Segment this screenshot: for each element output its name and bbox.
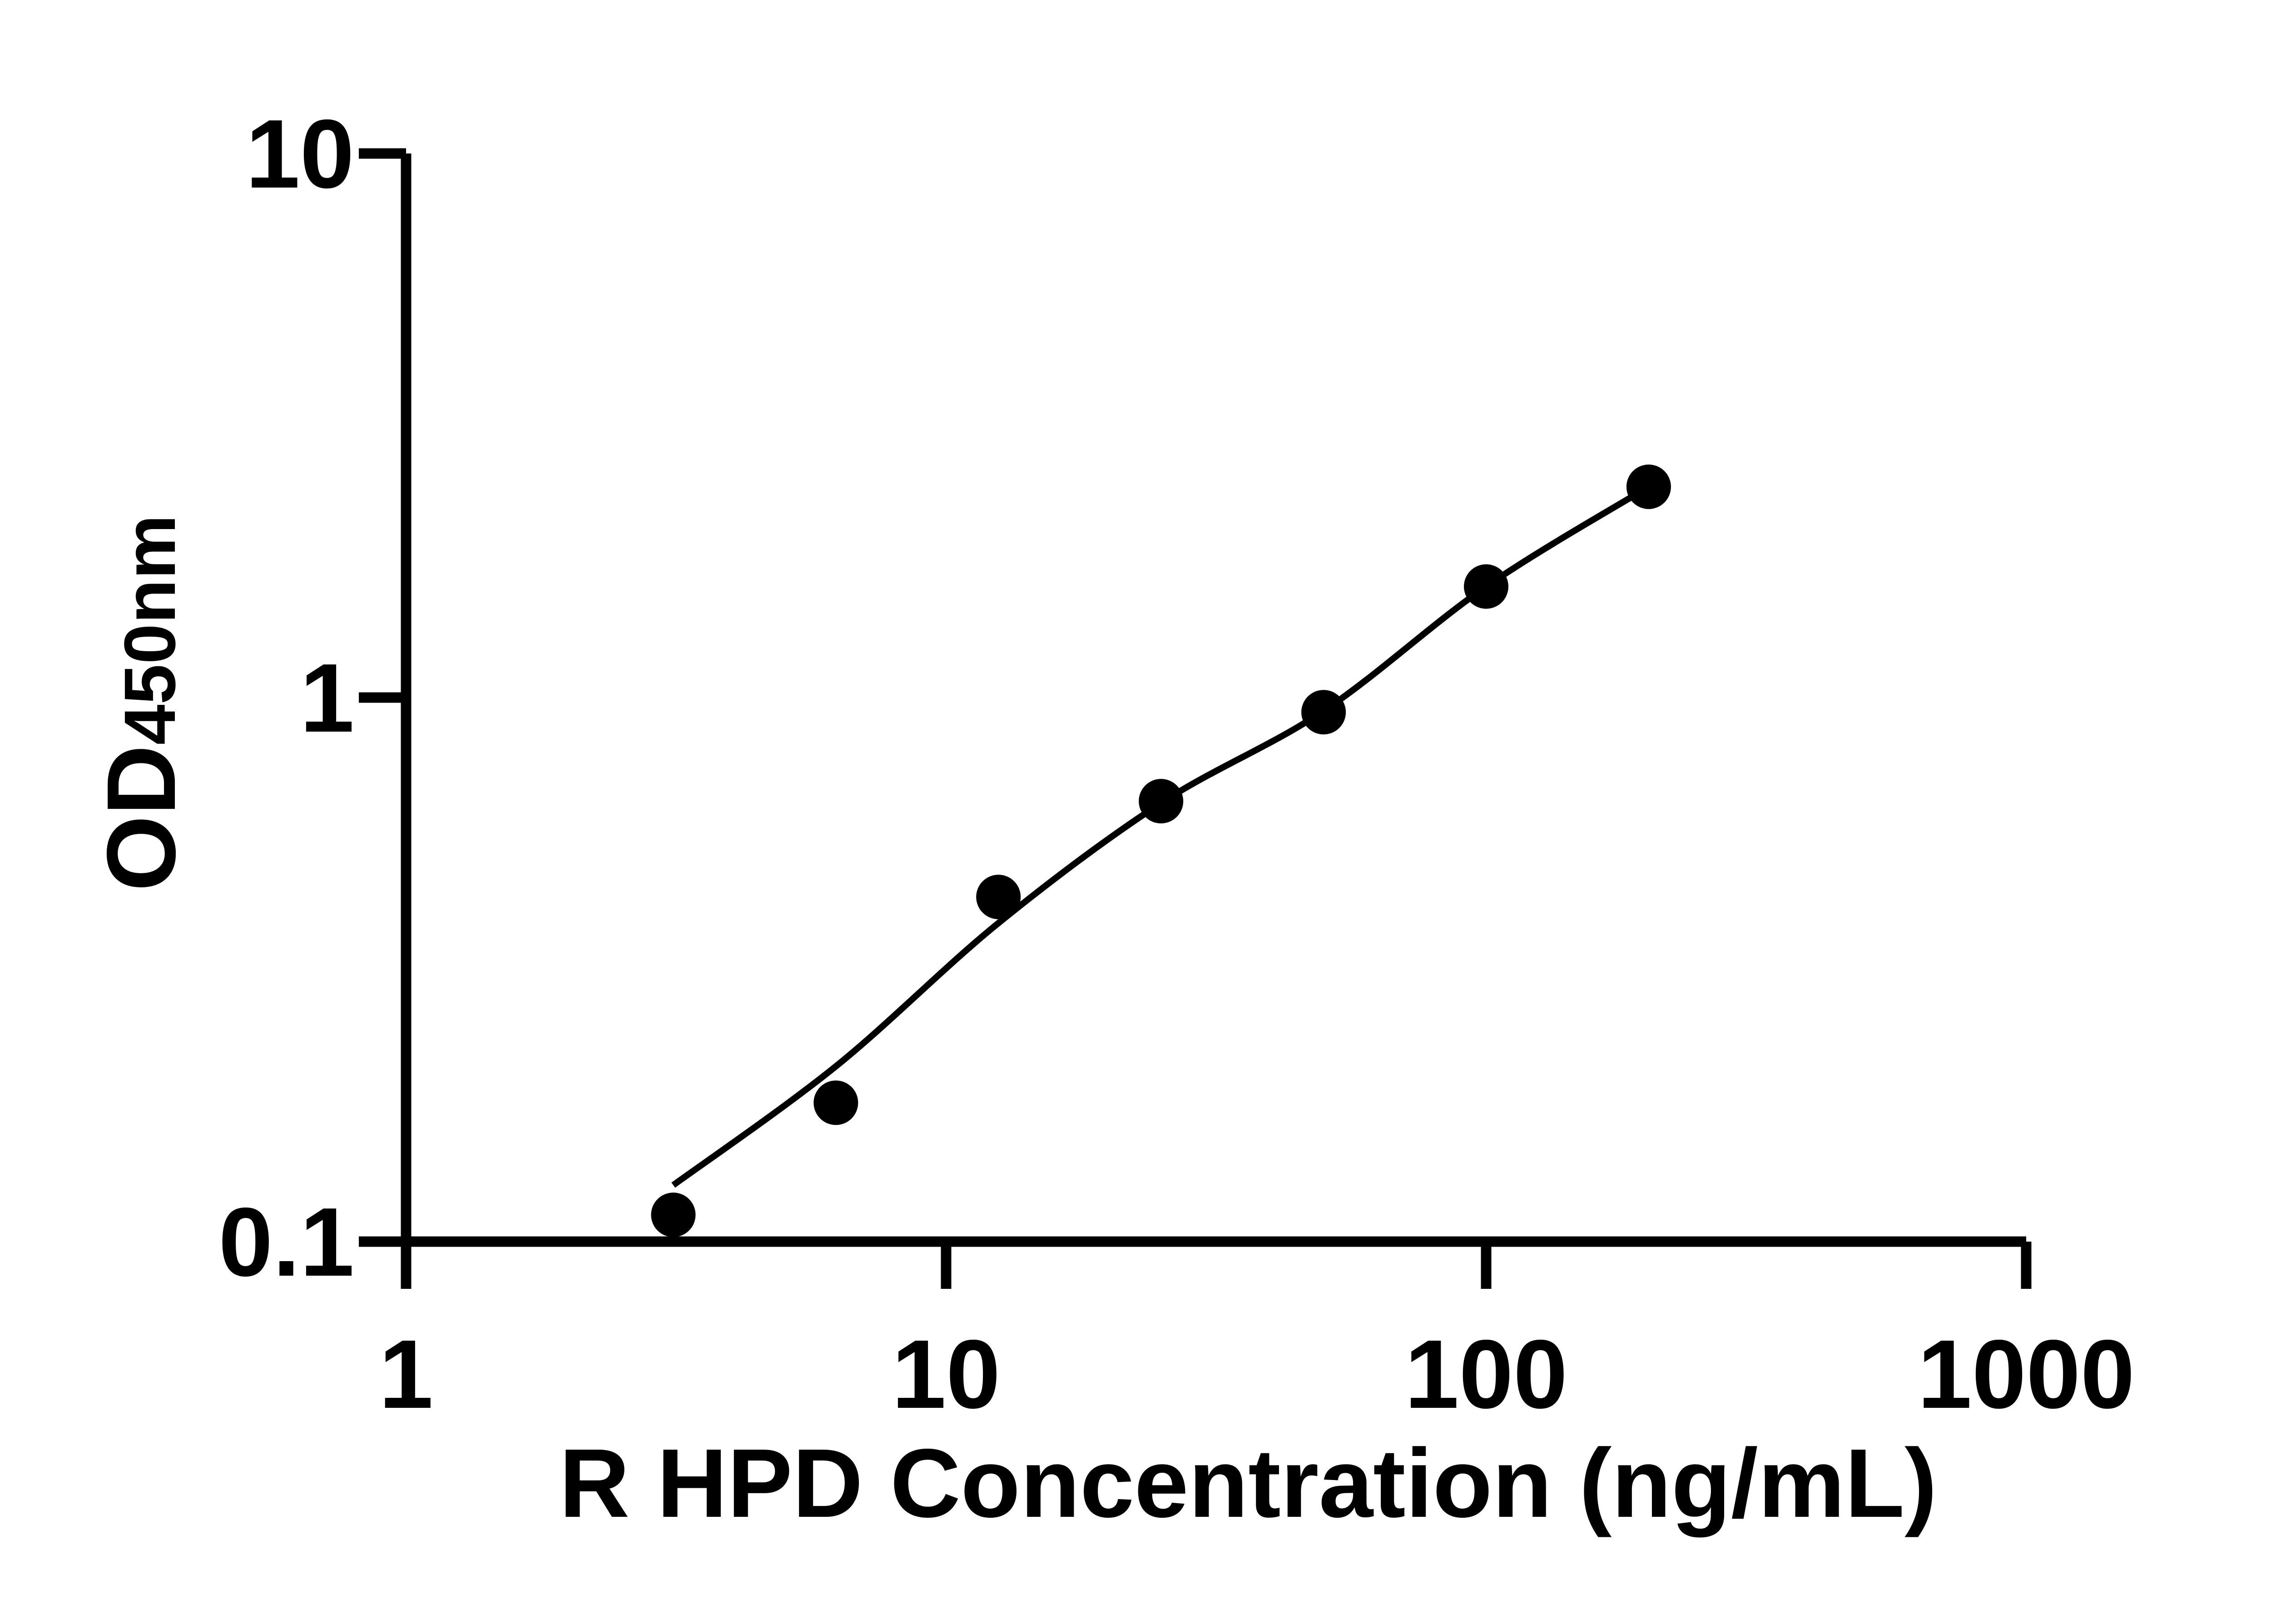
y-axis: 0.1 1 10 <box>218 99 412 1297</box>
x-tick-label: 10 <box>892 1319 1000 1429</box>
y-axis-title: OD450nm <box>86 515 196 891</box>
y-tick-label: 1 <box>300 643 354 753</box>
data-point <box>651 1193 696 1237</box>
y-tick-label: 10 <box>246 99 354 208</box>
x-tick-label: 1000 <box>1918 1319 2135 1429</box>
x-tick-label: 100 <box>1405 1319 1568 1429</box>
data-point <box>1301 690 1346 735</box>
data-points <box>651 464 1671 1237</box>
x-axis: 1 10 100 1000 <box>379 1236 2135 1429</box>
y-tick-label: 0.1 <box>218 1187 354 1297</box>
data-point <box>1464 564 1508 609</box>
data-point <box>1626 464 1671 509</box>
x-tick-label: 1 <box>379 1319 433 1429</box>
y-axis-title-sub: 450nm <box>109 515 190 745</box>
data-point <box>1139 779 1184 824</box>
data-point <box>813 1080 858 1125</box>
x-axis-title: R HPD Concentration (ng/mL) <box>559 1428 1937 1538</box>
y-axis-title-main: OD <box>86 745 196 891</box>
data-point <box>976 875 1021 920</box>
